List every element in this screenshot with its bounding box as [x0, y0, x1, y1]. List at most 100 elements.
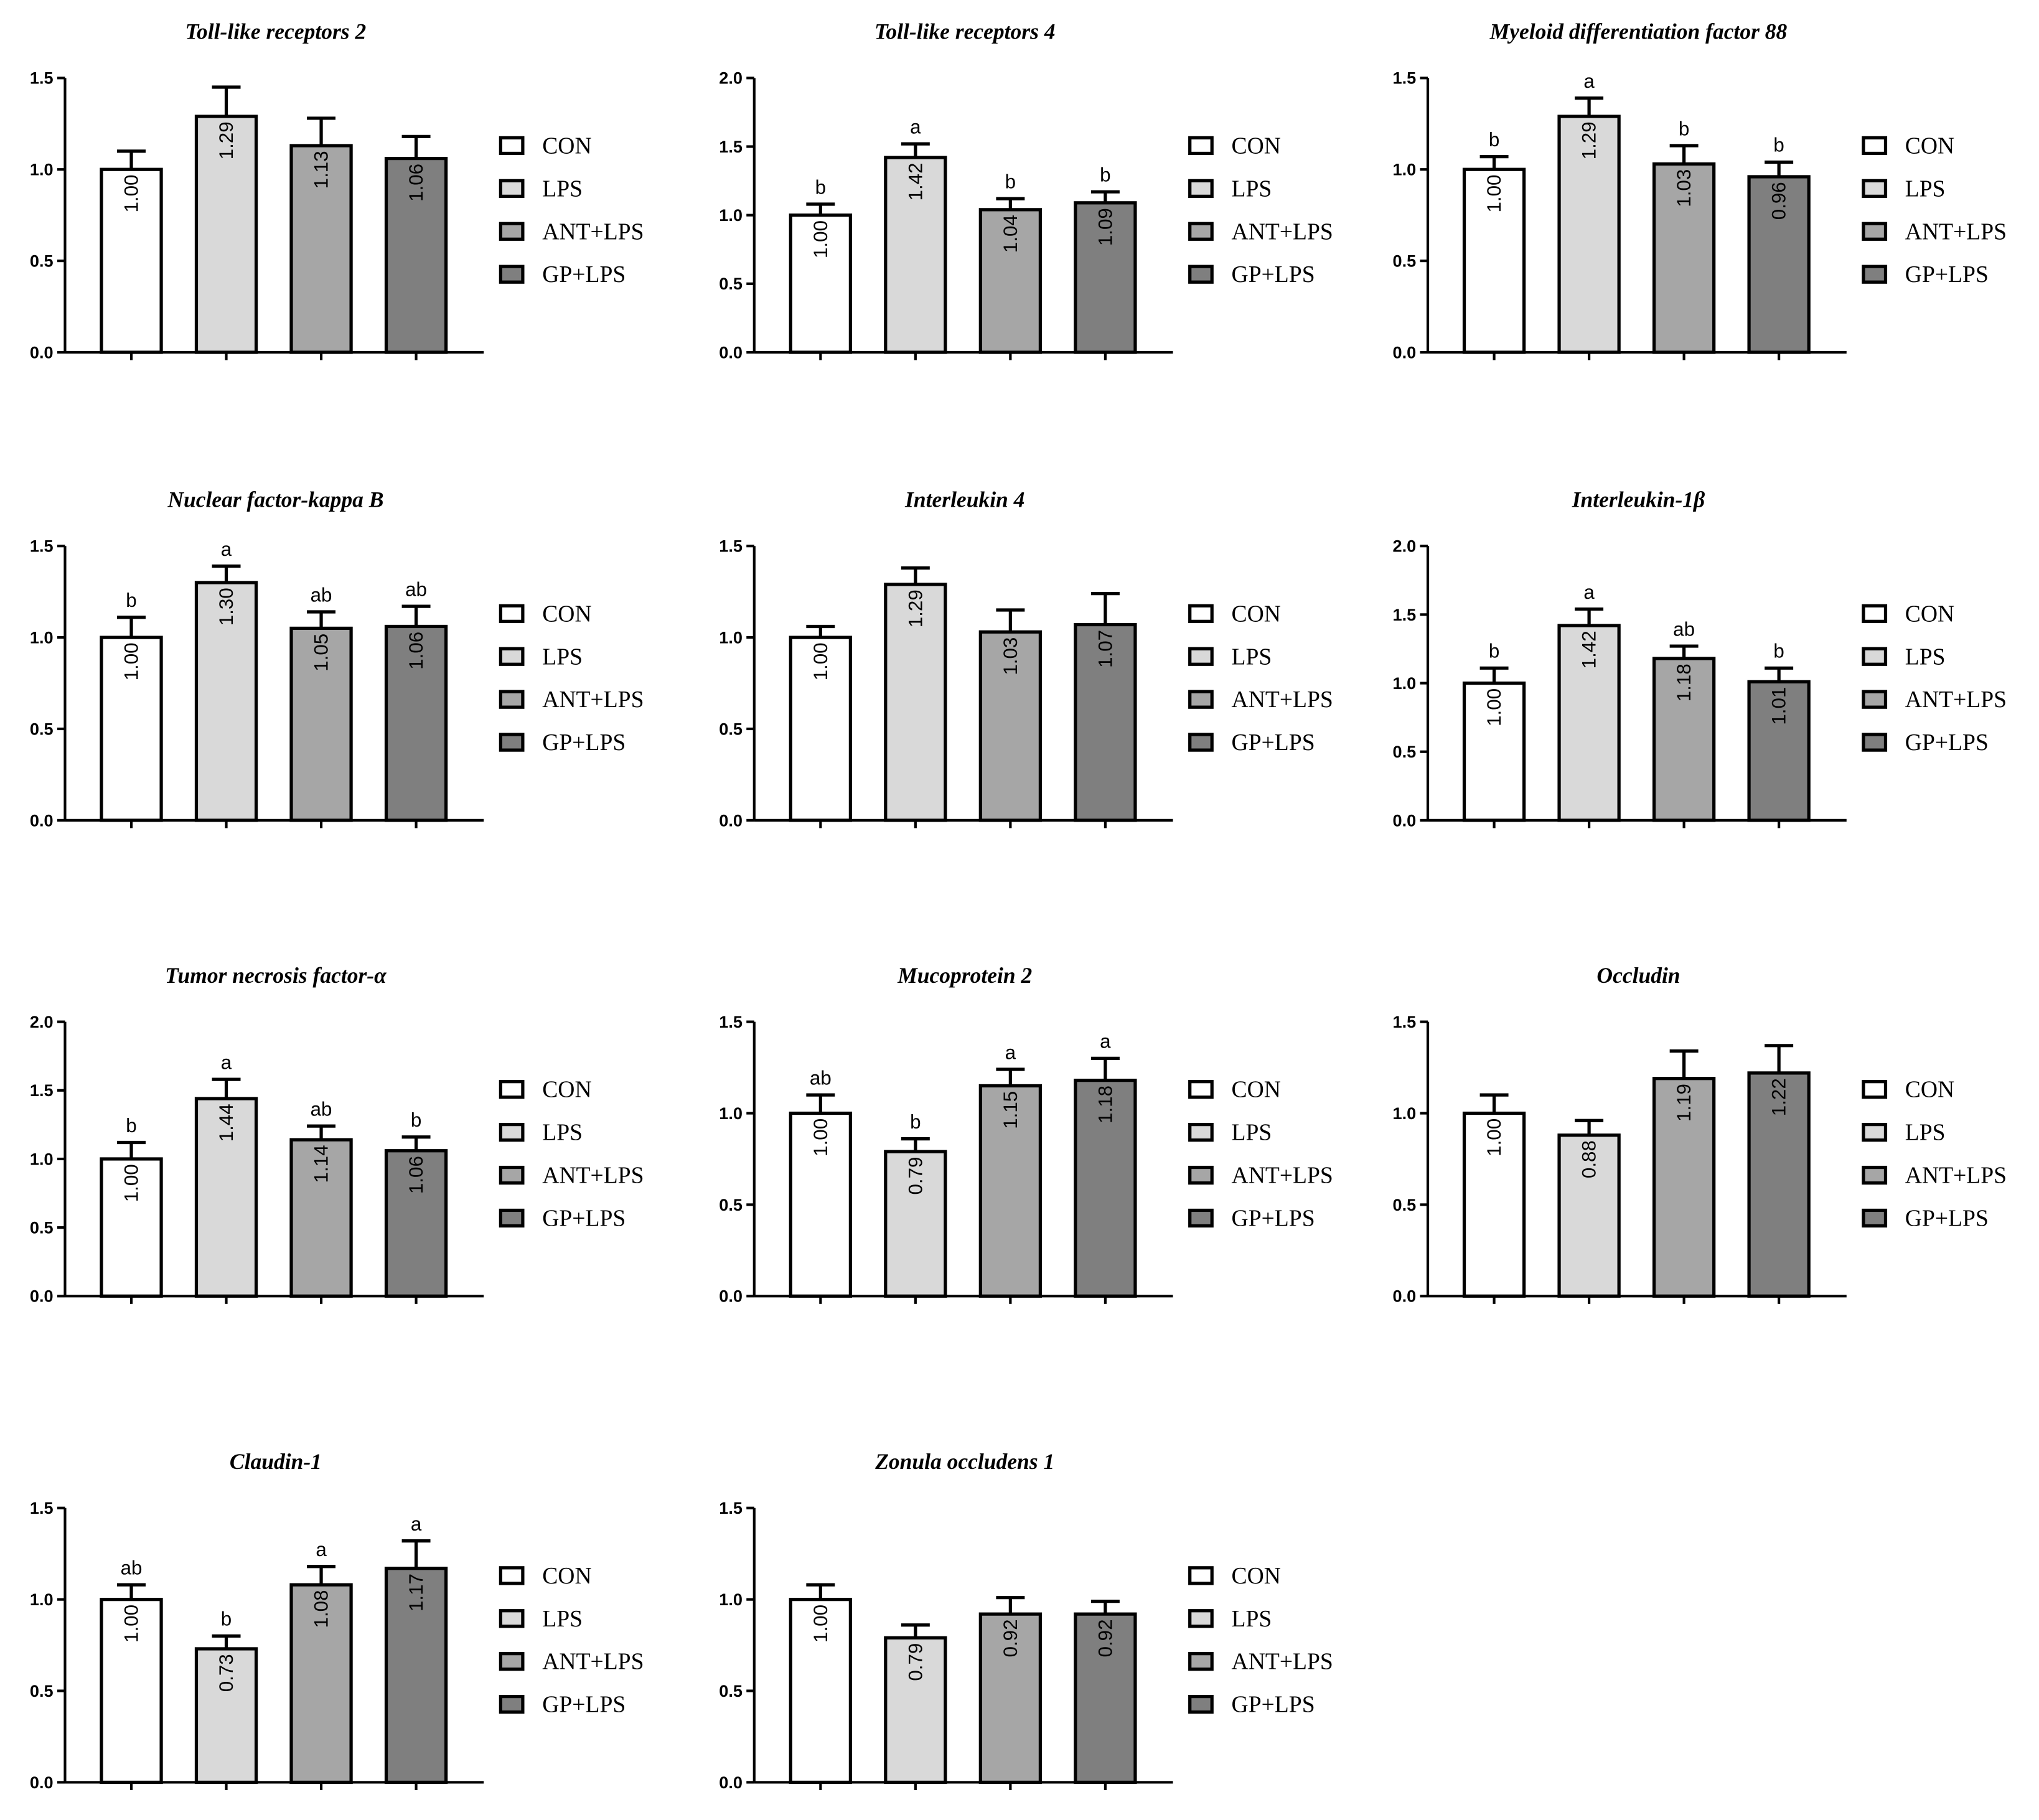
bar: [289, 626, 353, 822]
significance-letter: a: [1100, 1031, 1111, 1053]
legend-swatch: [1862, 222, 1888, 241]
bar: [384, 1567, 448, 1785]
bar: [384, 1149, 448, 1298]
y-tick-label: 0.5: [1392, 742, 1416, 761]
value-label: 0.79: [904, 1643, 926, 1681]
legend-swatch: [1862, 179, 1888, 198]
bar: [1557, 1133, 1621, 1298]
bar: [884, 1150, 947, 1298]
bar: [1652, 657, 1716, 822]
value-label: 1.29: [904, 589, 926, 627]
value-label: 1.00: [1483, 175, 1505, 213]
chart-title: Interleukin-1β: [1572, 487, 1705, 512]
y-tick-label: 1.5: [1392, 605, 1416, 624]
significance-letter: a: [1583, 70, 1595, 92]
value-label: 1.00: [810, 642, 832, 680]
y-tick-label: 0.5: [719, 1195, 743, 1214]
chart-title: Myeloid differentiation factor 88: [1489, 19, 1788, 44]
legend-label: CON: [1232, 1563, 1281, 1589]
chart-title: Mucoprotein 2: [897, 963, 1032, 988]
significance-letter: ab: [311, 1098, 332, 1120]
value-label: 1.03: [1000, 637, 1021, 675]
legend-label: CON: [1905, 133, 1954, 159]
value-label: 1.18: [1673, 664, 1695, 701]
legend-swatch: [1188, 1208, 1214, 1228]
panel: Mucoprotein 2 0.0 0.5 1.0 1.5 1.00 ab 0.79 b 1.15…: [719, 963, 1333, 1306]
significance-letter: b: [411, 1109, 421, 1131]
significance-letter: b: [1489, 129, 1499, 151]
significance-letter: a: [221, 538, 232, 560]
chart-title: Toll-like receptors 4: [874, 19, 1056, 44]
value-label: 1.29: [1578, 121, 1600, 159]
bar: [1747, 680, 1811, 822]
legend-swatch: [499, 647, 525, 666]
y-tick-label: 0.0: [30, 1773, 54, 1792]
bar: [1652, 1077, 1716, 1298]
value-label: 1.18: [1094, 1086, 1116, 1123]
y-tick-label: 1.5: [30, 68, 54, 88]
y-tick-label: 1.0: [30, 627, 54, 647]
y-tick-label: 2.0: [719, 68, 743, 88]
legend-label: LPS: [1232, 1120, 1272, 1146]
bar: [194, 581, 258, 822]
legend-label: GP+LPS: [542, 729, 626, 756]
value-label: 1.03: [1673, 169, 1695, 207]
legend-label: LPS: [542, 644, 583, 670]
legend-label: CON: [1232, 133, 1281, 159]
bar: [1652, 162, 1716, 354]
value-label: 0.73: [215, 1654, 237, 1692]
y-tick-label: 0.5: [1392, 251, 1416, 271]
legend-label: ANT+LPS: [1905, 687, 2007, 713]
legend-label: LPS: [1232, 644, 1272, 670]
legend-label: ANT+LPS: [1232, 687, 1333, 713]
y-tick-label: 1.5: [1392, 68, 1416, 88]
legend-label: CON: [542, 133, 591, 159]
y-tick-label: 2.0: [1392, 537, 1416, 556]
bar: [884, 1636, 947, 1785]
legend-label: LPS: [1905, 644, 1946, 670]
legend-swatch: [1188, 1609, 1214, 1628]
significance-letter: a: [411, 1513, 422, 1535]
y-tick-label: 1.5: [719, 1498, 743, 1517]
value-label: 1.05: [310, 634, 332, 672]
y-tick-label: 0.5: [719, 274, 743, 293]
legend-label: GP+LPS: [542, 1692, 626, 1718]
y-tick-label: 0.5: [719, 1681, 743, 1700]
bar: [978, 630, 1043, 822]
significance-letter: a: [1583, 581, 1595, 603]
significance-letter: b: [910, 1111, 921, 1133]
legend-label: LPS: [1232, 1606, 1272, 1632]
panel: Toll-like receptors 4 0.0 0.5 1.0 1.5 2.0 1.00…: [719, 19, 1333, 362]
legend-swatch: [499, 733, 525, 752]
y-tick-label: 0.0: [1392, 342, 1416, 362]
y-tick-label: 1.5: [30, 537, 54, 556]
y-tick-label: 1.0: [30, 160, 54, 179]
legend-label: GP+LPS: [1232, 261, 1315, 288]
legend-label: GP+LPS: [1905, 1206, 1989, 1232]
legend-swatch: [499, 1080, 525, 1099]
bar: [978, 1612, 1043, 1785]
bar: [100, 167, 163, 354]
value-label: 1.09: [1094, 208, 1116, 246]
bar: [194, 115, 258, 354]
bar: [978, 208, 1043, 354]
significance-letter: a: [221, 1051, 232, 1073]
panel: Tumor necrosis factor-α 0.0 0.5 1.0 1.5 2.0 1.…: [30, 963, 644, 1306]
legend-label: CON: [1232, 1077, 1281, 1103]
legend-label: ANT+LPS: [542, 1163, 644, 1189]
legend-swatch: [1188, 1123, 1214, 1142]
value-label: 1.00: [120, 642, 142, 680]
panel: Zonula occludens 1 0.0 0.5 1.0 1.5 1.00 0.79 0.…: [719, 1449, 1333, 1792]
y-tick-label: 1.5: [30, 1498, 54, 1517]
legend-label: ANT+LPS: [542, 687, 644, 713]
legend-swatch: [1188, 1080, 1214, 1099]
legend-swatch: [1188, 604, 1214, 623]
significance-letter: ab: [121, 1557, 143, 1578]
y-tick-label: 1.5: [719, 537, 743, 556]
value-label: 1.42: [904, 162, 926, 200]
value-label: 1.15: [1000, 1091, 1021, 1129]
y-tick-label: 1.5: [1392, 1012, 1416, 1031]
value-label: 0.92: [1000, 1619, 1021, 1657]
bar: [100, 1157, 163, 1298]
value-label: 0.96: [1768, 182, 1790, 220]
